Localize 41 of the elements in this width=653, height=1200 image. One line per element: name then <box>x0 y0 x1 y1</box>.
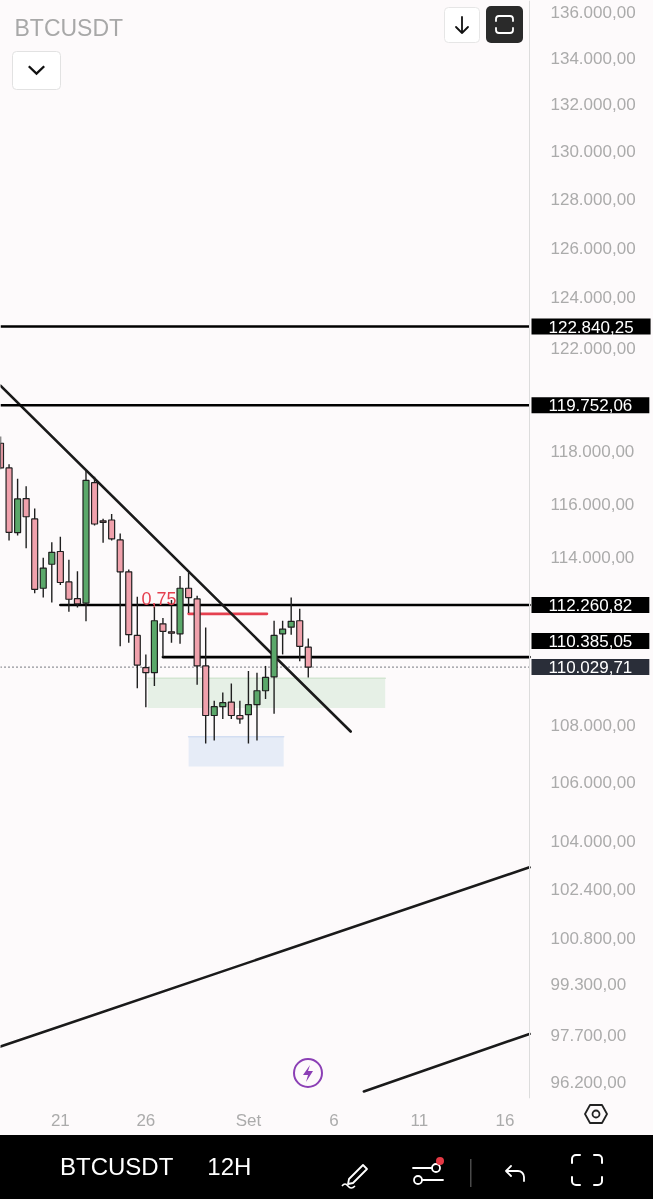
candlestick <box>304 637 312 679</box>
y-tick-label: 100.800,00 <box>550 928 636 948</box>
text: BTCUSDT <box>14 14 124 41</box>
y-tick-label: 124.000,00 <box>550 288 636 308</box>
y-tick-label: 118.000,00 <box>550 441 635 461</box>
ref-line-label: 122.840,25 <box>548 317 634 337</box>
text: 12H <box>207 1152 252 1182</box>
y-tick-label: 122.000,00 <box>550 338 636 358</box>
x-tick-label: 16 <box>495 1110 515 1130</box>
y-tick-label: 106.000,00 <box>550 773 636 793</box>
x-tick-label: 11 <box>410 1110 429 1130</box>
candlestick <box>22 485 30 549</box>
y-tick-label: 104.000,00 <box>550 832 636 852</box>
y-tick-label: 96.200,00 <box>550 1073 627 1093</box>
y-tick-label: 114.000,00 <box>550 548 635 568</box>
y-tick-label: 108.000,00 <box>550 715 636 735</box>
x-tick-label: 26 <box>136 1110 156 1130</box>
text: BTCUSDT <box>60 1152 174 1182</box>
y-tick-label: 132.000,00 <box>550 95 636 115</box>
y-tick-label: 99.300,00 <box>550 975 627 995</box>
y-tick-label: 102.400,00 <box>550 880 636 900</box>
x-tick-label: 6 <box>329 1110 339 1130</box>
y-tick-label: 136.000,00 <box>550 2 636 22</box>
candlestick <box>279 620 287 656</box>
candlestick <box>48 541 56 604</box>
y-tick-label: 130.000,00 <box>550 142 636 162</box>
y-tick-label: 116.000,00 <box>550 494 635 514</box>
y-tick-label: 97.700,00 <box>550 1025 627 1045</box>
x-tick-label: 21 <box>50 1110 70 1130</box>
ref-line-label: 110.029,71 <box>548 658 633 678</box>
ref-line-label: 119.752,06 <box>548 396 633 416</box>
series-label: 0,75 <box>141 588 177 609</box>
series-label: 112.260,82 <box>548 595 633 615</box>
candlestick <box>39 557 47 599</box>
y-tick-label: 128.000,00 <box>550 190 636 210</box>
candlestick <box>142 653 150 708</box>
y-tick-label: 134.000,00 <box>550 48 636 68</box>
x-tick-label: Set <box>235 1110 262 1130</box>
candlestick <box>261 665 270 700</box>
y-tick-label: 126.000,00 <box>550 238 636 258</box>
series-label: 110.385,05 <box>548 632 633 652</box>
